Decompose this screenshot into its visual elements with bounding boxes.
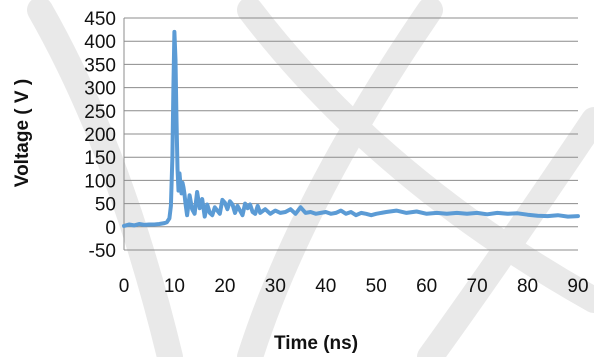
y-tick-label: 50: [95, 195, 116, 216]
x-tick-label: 60: [416, 276, 437, 297]
x-tick-label: 20: [214, 276, 235, 297]
watermark: [27, 0, 594, 357]
y-tick-label: 350: [84, 55, 116, 76]
y-axis-title: Voltage ( V ): [12, 79, 33, 187]
y-tick-label: 250: [84, 102, 116, 123]
x-tick-label: 70: [467, 276, 488, 297]
x-tick-label: 80: [517, 276, 538, 297]
x-tick-label: 10: [164, 276, 185, 297]
x-axis-ticks: 0 10 20 30 40 50 60 70 80 90: [119, 276, 589, 297]
series-line: [122, 29, 580, 228]
y-tick-label: 0: [105, 218, 116, 239]
y-tick-label: 100: [84, 171, 116, 192]
x-axis-title: Time (ns): [274, 333, 358, 354]
series-layer: [122, 29, 580, 228]
x-tick-label: 50: [366, 276, 387, 297]
y-tick-label: 300: [84, 79, 116, 100]
y-tick-label: 400: [84, 32, 116, 53]
y-tick-label: 200: [84, 125, 116, 146]
x-tick-label: 40: [315, 276, 336, 297]
y-tick-label: 450: [84, 9, 116, 30]
x-tick-label: 30: [265, 276, 286, 297]
y-tick-label: -50: [89, 241, 116, 262]
x-tick-label: 90: [567, 276, 588, 297]
y-tick-label: 150: [84, 148, 116, 169]
x-tick-label: 0: [119, 276, 130, 297]
